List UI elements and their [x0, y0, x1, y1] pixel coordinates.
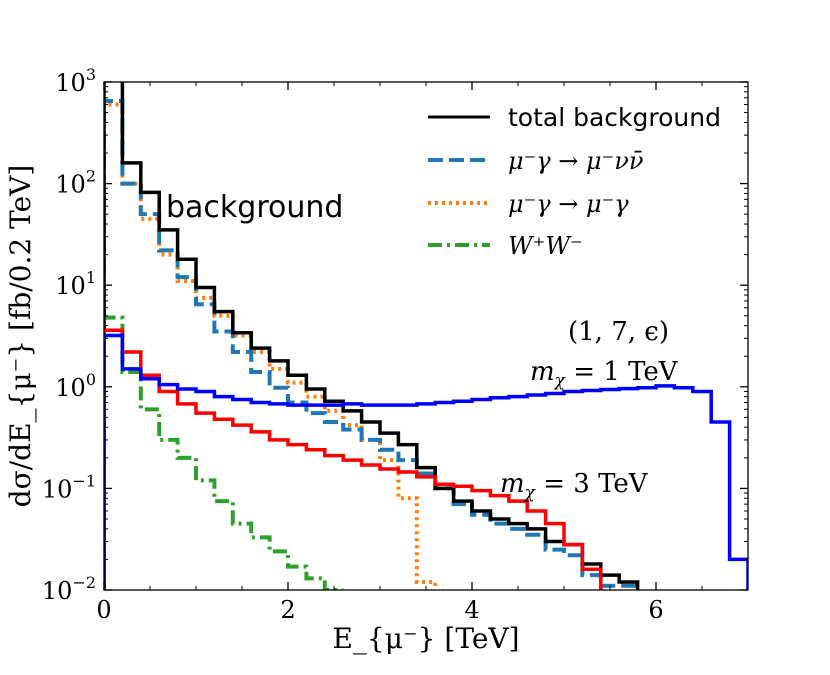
- legend-entry-total-background: total background: [428, 103, 721, 132]
- legend-label-mu-nu-nubar: μ⁻γ → μ⁻νν̄: [508, 147, 643, 175]
- x-tick-label: 2: [280, 596, 295, 624]
- x-tick-label: 0: [96, 596, 111, 624]
- series-layer: [104, 82, 748, 590]
- tick-layer: 0 2 4 6 10−2 10−1 100 101 102 103: [42, 65, 749, 624]
- y-axis-label: dσ/dE_{μ⁻} [fb/0.2 TeV]: [4, 165, 37, 508]
- legend-label-total-background: total background: [508, 103, 721, 132]
- y-tick-label: 100: [55, 370, 96, 402]
- x-tick-label: 6: [648, 596, 663, 624]
- legend-label-mu-gamma: μ⁻γ → μ⁻γ: [508, 190, 629, 218]
- legend-entry-ww: W⁺W⁻: [428, 232, 583, 260]
- legend-entry-mu-nu-nubar: μ⁻γ → μ⁻νν̄: [428, 147, 643, 175]
- series-total-background-line: [104, 82, 640, 590]
- legend-entry-mu-gamma: μ⁻γ → μ⁻γ: [428, 190, 629, 218]
- y-tick-label: 10−2: [42, 573, 96, 605]
- series-signal-m-1-tev-line: [104, 333, 748, 590]
- mass-3tev-annotation: mχ = 3 TeV: [500, 469, 649, 503]
- y-tick-label: 103: [55, 65, 96, 97]
- signal-model-annotation: (1, 7, ϵ): [568, 317, 669, 347]
- background-annotation: background: [166, 190, 343, 225]
- legend: total background μ⁻γ → μ⁻νν̄ μ⁻γ → μ⁻γ W…: [428, 103, 721, 260]
- x-tick-label: 4: [464, 596, 479, 624]
- y-tick-label: 102: [55, 167, 96, 199]
- x-axis-label: E_{μ⁻} [TeV]: [332, 622, 519, 655]
- legend-label-ww: W⁺W⁻: [508, 232, 583, 260]
- y-tick-label: 101: [55, 268, 96, 300]
- series-signal-m-3-tev-line: [104, 328, 603, 590]
- y-tick-label: 10−1: [42, 471, 96, 503]
- mass-1tev-annotation: mχ = 1 TeV: [530, 357, 679, 391]
